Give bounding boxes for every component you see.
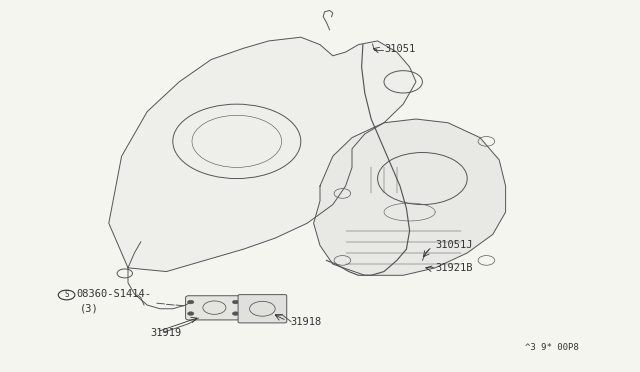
Circle shape [232, 300, 239, 304]
Text: 31051J: 31051J [435, 240, 473, 250]
Circle shape [188, 312, 194, 315]
Text: 31921B: 31921B [435, 263, 473, 273]
FancyBboxPatch shape [186, 296, 243, 320]
Text: 31051: 31051 [384, 44, 415, 54]
Polygon shape [314, 119, 506, 275]
Text: (3): (3) [80, 304, 99, 314]
Text: 08360-S1414-: 08360-S1414- [76, 289, 151, 299]
Polygon shape [109, 37, 416, 272]
Circle shape [188, 300, 194, 304]
Circle shape [232, 312, 239, 315]
Text: 31919: 31919 [150, 328, 182, 338]
Text: S: S [64, 291, 69, 299]
Text: 31918: 31918 [290, 317, 321, 327]
Text: ^3 9* 00P8: ^3 9* 00P8 [525, 343, 579, 352]
FancyBboxPatch shape [238, 295, 287, 323]
